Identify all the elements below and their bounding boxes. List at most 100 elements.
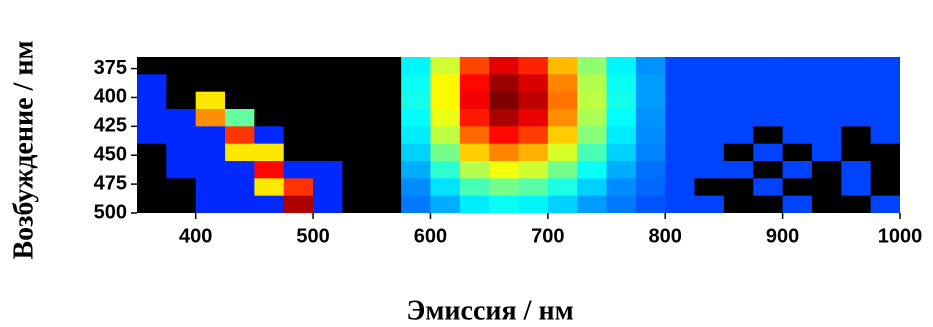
heat-cell	[518, 178, 549, 197]
x-tick-label: 400	[179, 225, 212, 247]
heat-cell	[782, 91, 813, 110]
heat-cell	[489, 74, 519, 93]
heat-cell	[342, 178, 373, 197]
heat-cell	[870, 109, 900, 127]
heat-cell	[313, 74, 343, 93]
x-tick-label: 900	[766, 225, 799, 247]
heat-cell	[782, 195, 813, 213]
heat-cell	[459, 126, 490, 145]
heat-cell	[225, 126, 255, 145]
heat-cell	[430, 143, 461, 162]
heat-cell	[254, 91, 285, 110]
y-tick-label: 425	[94, 115, 127, 137]
heat-cell	[283, 109, 314, 127]
heat-cell	[430, 74, 461, 93]
heat-cell	[547, 126, 578, 145]
heat-cell	[371, 126, 402, 145]
heat-cell	[371, 178, 402, 197]
heat-cell	[313, 126, 343, 145]
y-tick-label: 375	[94, 57, 127, 79]
heat-cell	[401, 161, 431, 179]
heat-cell	[577, 109, 608, 127]
heat-cell	[606, 126, 637, 145]
heat-cell	[635, 74, 666, 93]
heat-cell	[547, 143, 578, 162]
heat-cell	[313, 195, 343, 213]
heat-cell	[342, 126, 373, 145]
heat-cell	[841, 57, 872, 75]
heat-cell	[401, 178, 431, 197]
x-tick-label: 700	[531, 225, 564, 247]
heat-cell	[811, 178, 842, 197]
heat-cell	[518, 195, 549, 213]
heat-cell	[225, 109, 255, 127]
heat-cell	[342, 74, 373, 93]
heat-cell	[225, 91, 255, 110]
heat-cell	[753, 74, 784, 93]
heat-cell	[782, 161, 813, 179]
heat-cell	[635, 109, 666, 127]
heat-cell	[489, 195, 519, 213]
x-tick-label: 800	[649, 225, 682, 247]
heat-cell	[694, 161, 725, 179]
heat-cell	[547, 195, 578, 213]
heat-cell	[225, 57, 255, 75]
heat-cell	[606, 143, 637, 162]
heat-cell	[371, 195, 402, 213]
heat-cell	[606, 109, 637, 127]
heat-cell	[635, 161, 666, 179]
heat-cell	[547, 178, 578, 197]
heat-cell	[313, 91, 343, 110]
heat-cell	[665, 161, 696, 179]
heat-cell	[195, 74, 226, 93]
heat-cell	[547, 161, 578, 179]
heat-cell	[753, 178, 784, 197]
heat-cell	[313, 178, 343, 197]
heat-cell	[547, 91, 578, 110]
heat-cell	[137, 161, 167, 179]
heat-cell	[870, 91, 900, 110]
heat-cell	[753, 57, 784, 75]
heat-cell	[459, 91, 490, 110]
heat-cell	[606, 57, 637, 75]
heat-cell	[547, 109, 578, 127]
heat-cell	[841, 161, 872, 179]
heat-cell	[665, 178, 696, 197]
heat-cell	[753, 91, 784, 110]
heat-cell	[782, 109, 813, 127]
heat-cell	[753, 109, 784, 127]
heat-cell	[166, 195, 197, 213]
heat-cell	[225, 195, 255, 213]
heat-cell	[489, 57, 519, 75]
heat-cell	[430, 178, 461, 197]
heat-cell	[459, 143, 490, 162]
heat-cell	[225, 74, 255, 93]
heat-cell	[723, 195, 754, 213]
heat-cell	[342, 91, 373, 110]
heat-cell	[401, 126, 431, 145]
heat-cell	[723, 109, 754, 127]
heat-cell	[841, 126, 872, 145]
heat-cell	[195, 143, 226, 162]
heat-cell	[606, 178, 637, 197]
heat-cell	[870, 143, 900, 162]
heat-cell	[782, 126, 813, 145]
heat-cell	[665, 91, 696, 110]
heat-cell	[195, 91, 226, 110]
heat-cell	[518, 161, 549, 179]
heat-cell	[723, 161, 754, 179]
heat-cell	[430, 109, 461, 127]
heat-cell	[430, 195, 461, 213]
heat-cell	[459, 178, 490, 197]
x-tick-label: 500	[296, 225, 329, 247]
heat-cell	[342, 161, 373, 179]
heat-cell	[371, 57, 402, 75]
heat-cell	[635, 57, 666, 75]
heat-cell	[401, 143, 431, 162]
y-tick-label: 475	[94, 172, 127, 194]
y-axis-title: Возбуждение / нм	[8, 40, 39, 259]
heat-cell	[841, 109, 872, 127]
heat-cell	[518, 143, 549, 162]
y-tick-label: 400	[94, 86, 127, 108]
heat-cell	[254, 74, 285, 93]
